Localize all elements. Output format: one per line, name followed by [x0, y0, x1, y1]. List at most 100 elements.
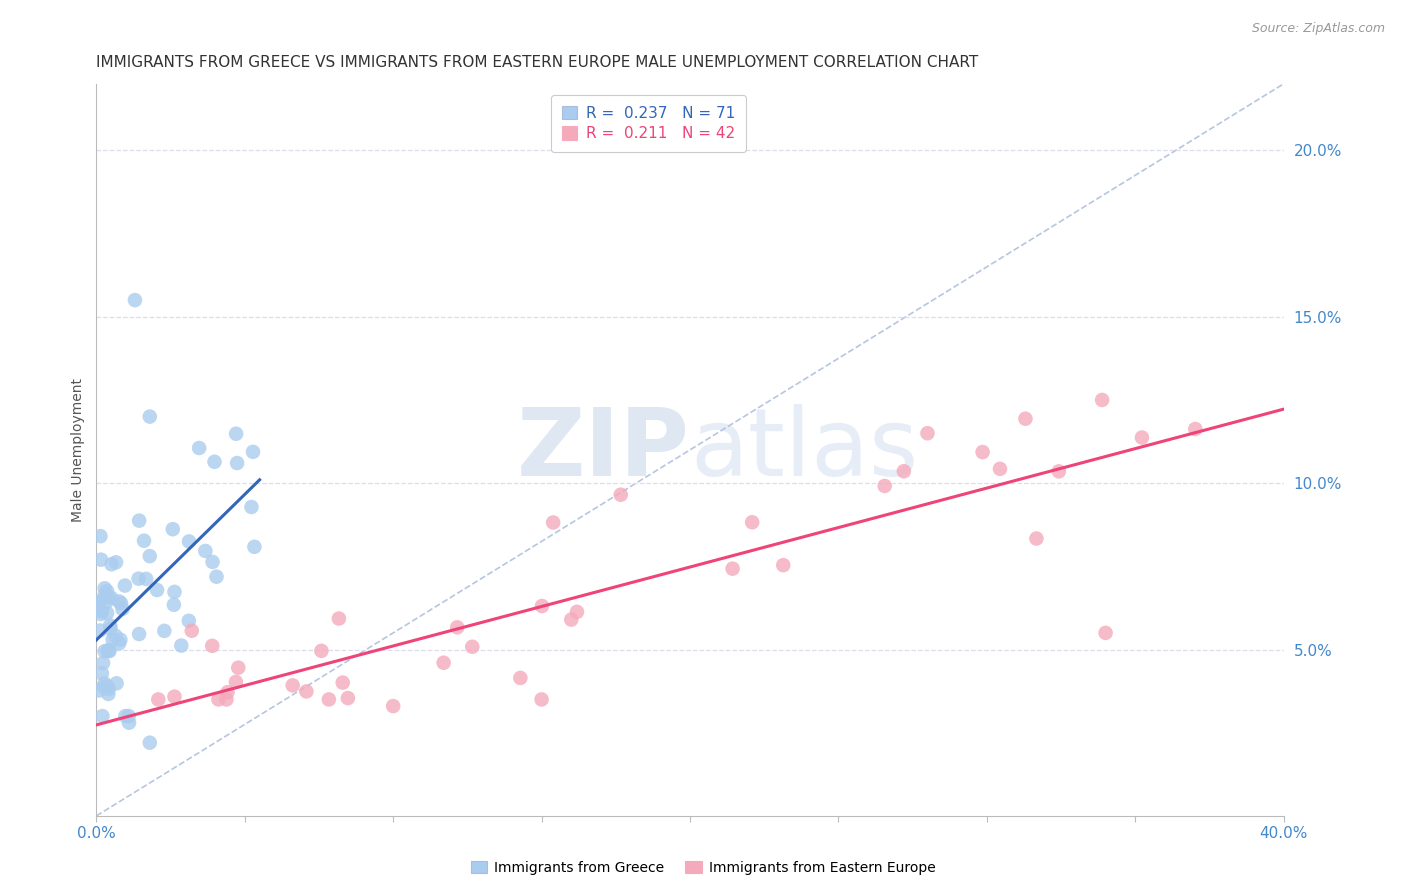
Point	[162, 522, 184, 536]
Point	[128, 514, 150, 528]
Point	[90, 607, 112, 621]
Point	[93, 582, 115, 596]
Point	[721, 562, 744, 576]
Point	[94, 596, 117, 610]
Point	[541, 516, 564, 530]
Point	[148, 692, 170, 706]
Point	[188, 441, 211, 455]
Point	[124, 293, 146, 307]
Text: ZIP: ZIP	[517, 404, 690, 496]
Point	[446, 620, 468, 634]
Point	[204, 455, 226, 469]
Point	[96, 584, 118, 599]
Point	[128, 627, 150, 641]
Point	[89, 624, 111, 638]
Point	[177, 534, 200, 549]
Point	[170, 639, 193, 653]
Point	[741, 515, 763, 529]
Point	[609, 488, 631, 502]
Point	[217, 685, 239, 699]
Legend: Immigrants from Greece, Immigrants from Eastern Europe: Immigrants from Greece, Immigrants from …	[465, 855, 941, 880]
Point	[139, 549, 162, 563]
Point	[110, 632, 132, 647]
Point	[163, 690, 186, 704]
Point	[100, 622, 122, 636]
Point	[1130, 430, 1153, 444]
Point	[105, 676, 128, 690]
Point	[207, 692, 229, 706]
Point	[180, 624, 202, 638]
Point	[163, 598, 186, 612]
Point	[139, 736, 162, 750]
Point	[242, 445, 264, 459]
Point	[201, 555, 224, 569]
Point	[91, 709, 114, 723]
Point	[93, 676, 115, 690]
Point	[225, 675, 247, 690]
Point	[893, 464, 915, 478]
Point	[215, 692, 238, 706]
Point	[772, 558, 794, 573]
Point	[110, 596, 132, 610]
Point	[97, 644, 120, 658]
Text: Source: ZipAtlas.com: Source: ZipAtlas.com	[1251, 22, 1385, 36]
Point	[98, 644, 121, 658]
Point	[560, 613, 582, 627]
Point	[194, 544, 217, 558]
Point	[97, 590, 120, 604]
Legend: R =  0.237   N = 71, R =  0.211   N = 42: R = 0.237 N = 71, R = 0.211 N = 42	[551, 95, 747, 152]
Point	[146, 582, 169, 597]
Point	[225, 426, 247, 441]
Point	[243, 540, 266, 554]
Point	[328, 611, 350, 625]
Point	[1014, 411, 1036, 425]
Point	[1184, 422, 1206, 436]
Point	[104, 629, 127, 643]
Point	[509, 671, 531, 685]
Point	[988, 462, 1011, 476]
Point	[1047, 464, 1070, 478]
Point	[93, 681, 115, 695]
Point	[332, 675, 354, 690]
Point	[94, 587, 117, 601]
Point	[205, 570, 228, 584]
Point	[139, 409, 162, 424]
Point	[281, 678, 304, 692]
Point	[91, 604, 114, 618]
Point	[972, 445, 994, 459]
Point	[98, 618, 121, 632]
Point	[530, 692, 553, 706]
Point	[96, 606, 118, 620]
Point	[153, 624, 176, 638]
Point	[97, 643, 120, 657]
Point	[177, 614, 200, 628]
Point	[108, 636, 131, 650]
Point	[100, 591, 122, 605]
Point	[226, 456, 249, 470]
Point	[97, 682, 120, 697]
Point	[240, 500, 263, 514]
Point	[128, 572, 150, 586]
Point	[96, 680, 118, 694]
Point	[89, 596, 111, 610]
Point	[118, 709, 141, 723]
Point	[1094, 626, 1116, 640]
Point	[433, 656, 456, 670]
Point	[135, 572, 157, 586]
Point	[461, 640, 484, 654]
Point	[295, 684, 318, 698]
Point	[97, 687, 120, 701]
Point	[201, 639, 224, 653]
Text: atlas: atlas	[690, 404, 918, 496]
Point	[163, 585, 186, 599]
Point	[111, 602, 134, 616]
Point	[101, 632, 124, 647]
Point	[382, 699, 405, 714]
Point	[318, 692, 340, 706]
Point	[226, 661, 249, 675]
Point	[89, 594, 111, 608]
Point	[90, 666, 112, 681]
Point	[114, 709, 136, 723]
Y-axis label: Male Unemployment: Male Unemployment	[72, 378, 86, 522]
Point	[105, 555, 128, 569]
